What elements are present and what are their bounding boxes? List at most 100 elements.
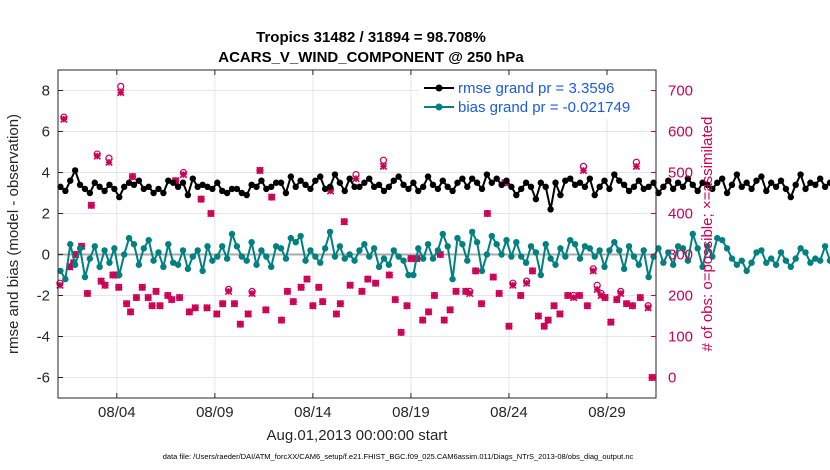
bias-point [802,249,809,256]
rmse-point [473,179,481,186]
obs-assimilated-marker [446,306,454,314]
rmse-point [160,189,167,197]
obs-assimilated-marker [589,267,598,275]
legend-bias-label: bias grand pr = -0.021749 [458,99,630,116]
y-right-tick-label: 200 [668,288,693,305]
bias-point [179,247,187,254]
bias-point [361,241,368,248]
bias-point [145,236,152,244]
bias-point [542,241,549,248]
rmse-point [660,183,667,191]
bias-point [743,267,750,275]
bias-point [792,255,799,262]
y-axis-left: -6 -4 -2 0 2 4 6 8 [37,83,63,387]
rmse-point [258,177,265,184]
bias-point [380,255,388,262]
bias-point [552,261,559,268]
obs-assimilated-marker [616,289,625,298]
y-left-tick-label: 6 [42,124,50,141]
obs-assimilated-marker [632,162,641,171]
rmse-point [429,181,437,188]
bias-point [76,245,84,252]
y-axis-right: 0 100 200 300 400 500 600 700 [651,83,693,387]
x-axis: 08/04 08/09 08/14 08/19 08/24 08/29 [98,70,626,421]
bias-point [772,261,780,268]
obs-assimilated-marker [128,172,137,181]
obs-assimilated-marker [224,287,233,296]
rmse-point [454,179,461,186]
bias-point [253,261,260,268]
obs-assimilated-marker [483,209,492,218]
y-left-tick-label: -2 [37,288,50,305]
rmse-point [493,175,500,182]
rmse-point [714,179,721,186]
bias-point [812,255,819,262]
rmse-point [449,187,456,195]
bias-point [493,241,500,248]
bias-point [562,253,569,260]
bias-point [341,255,348,262]
rmse-point [562,177,569,184]
bias-point [547,255,554,262]
bias-point [826,257,830,264]
bias-point [57,267,64,275]
y-left-tick-label: 4 [42,165,50,182]
rmse-point [532,195,540,203]
y-right-tick-label: 700 [668,83,693,100]
bias-point [214,253,221,260]
obs-assimilated-marker [397,328,405,337]
rmse-point [380,187,388,195]
rmse-point [91,179,98,186]
rmse-point [179,179,187,186]
obs-assimilated-marker [97,277,105,285]
rmse-point [145,183,152,191]
rmse-point [204,183,211,191]
bias-point [233,243,241,250]
legend-box [418,75,650,119]
bias-point [449,275,456,283]
obs-assimilated-marker [167,295,176,304]
bias-point [140,245,147,252]
rmse-point [586,175,594,182]
rmse-point [444,183,451,191]
rmse-point [361,179,368,186]
rmse-point [616,177,623,184]
rmse-point [777,177,785,184]
obs-assimilated-marker [636,293,645,302]
legend-bias-marker [435,103,443,111]
rmse-point [439,177,446,184]
obs-assimilated-marker [309,301,317,310]
obs-assimilated-marker [534,312,543,320]
rmse-point [101,187,108,195]
bias-point [454,234,461,242]
rmse-point [62,187,69,195]
bias-point [219,243,226,250]
rmse-point [189,175,196,182]
bias-point [429,255,437,262]
bias-point [679,245,687,252]
y-left-tick-label: -4 [37,329,50,346]
bias-point [728,255,736,262]
rmse-point [268,183,275,191]
bias-point [174,261,182,268]
x-tick-label: 08/19 [392,404,430,421]
rmse-point [184,191,192,199]
obs-assimilated-marker [569,293,578,302]
obs-assimilated-marker [495,289,503,298]
rmse-point [630,183,638,191]
y-right-tick-label: 400 [668,206,693,223]
rmse-point [518,185,525,193]
obs-assimilated-marker [385,271,394,279]
obs-assimilated-marker [516,291,525,300]
obs-assimilated-marker [607,318,615,326]
obs-assimilated-marker [550,301,558,310]
x-tick-label: 08/14 [294,404,332,421]
rmse-point [772,183,780,191]
bias-point [777,249,785,256]
rmse-point [366,175,373,182]
rmse-point [826,179,830,186]
obs-assimilated-marker [424,308,433,316]
rmse-point [508,183,515,191]
rmse-point [733,171,741,178]
rmse-point [346,175,353,182]
